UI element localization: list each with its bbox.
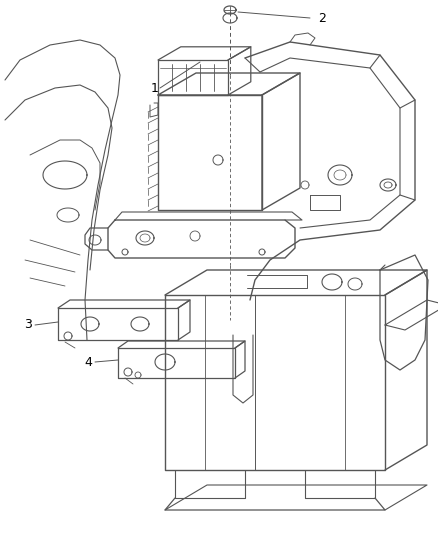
Text: 1: 1 <box>151 82 159 94</box>
Text: 4: 4 <box>84 356 92 368</box>
Text: 2: 2 <box>318 12 326 25</box>
Text: 3: 3 <box>24 319 32 332</box>
